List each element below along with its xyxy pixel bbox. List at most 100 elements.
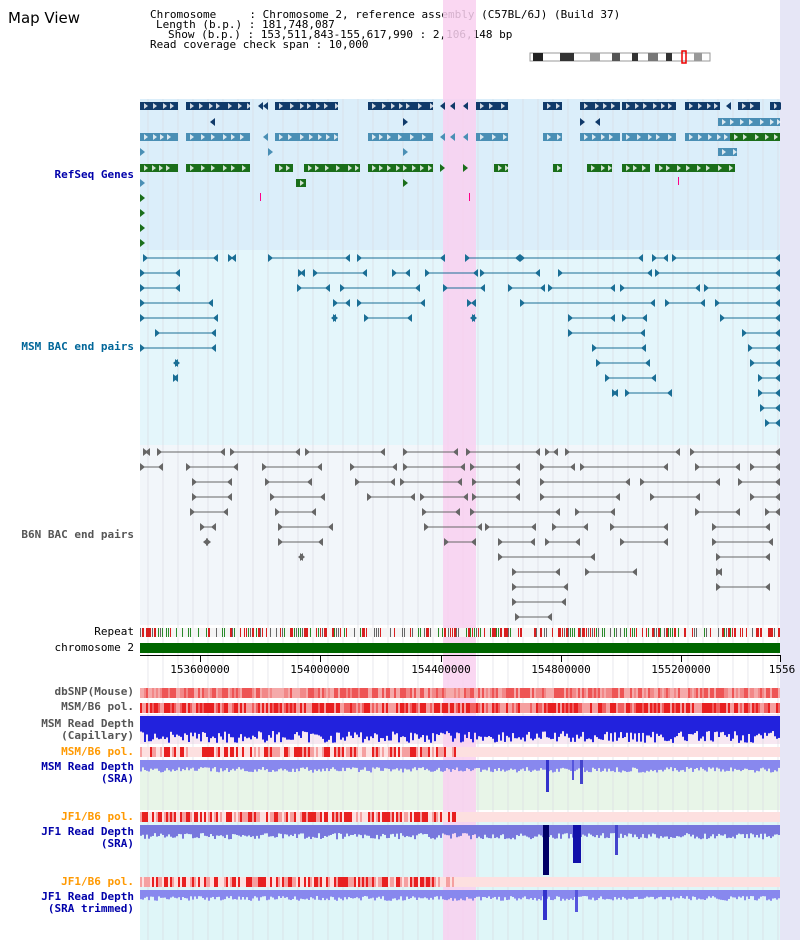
gene-arrow — [463, 102, 468, 110]
heat-cell — [196, 688, 198, 698]
depth-bar — [564, 825, 566, 834]
depth-bar — [340, 825, 342, 834]
depth-bar — [758, 760, 760, 772]
bac-end — [667, 389, 672, 397]
depth-bar — [370, 716, 372, 737]
bac-end — [775, 463, 780, 471]
depth-bar — [326, 760, 328, 769]
coverage-tracks[interactable] — [140, 688, 780, 920]
heat-cell — [512, 747, 514, 757]
chromosome-ideogram[interactable] — [529, 50, 711, 64]
repeat-element — [296, 628, 297, 637]
heat-cell — [256, 812, 258, 822]
depth-bar — [484, 716, 486, 737]
depth-bar — [292, 890, 294, 899]
heat-cell — [686, 703, 688, 713]
heat-cell — [424, 877, 426, 887]
heat-cell — [674, 703, 676, 713]
repeat-element — [620, 628, 621, 637]
heat-cell — [278, 703, 280, 713]
heat-cell — [436, 703, 438, 713]
depth-bar — [152, 760, 154, 770]
repeat-element — [326, 628, 327, 637]
depth-bar — [308, 760, 310, 771]
heat-cell — [570, 703, 572, 713]
repeat-element — [456, 628, 457, 637]
repeat-element — [270, 628, 271, 637]
heat-cell — [228, 747, 230, 757]
depth-bar — [672, 825, 674, 838]
depth-bar — [718, 760, 720, 769]
msm-bac-track[interactable] — [140, 254, 780, 427]
b6n-bac-track[interactable] — [140, 448, 780, 621]
depth-bar — [276, 716, 278, 735]
refseq-genes-track[interactable] — [140, 102, 781, 247]
depth-bar — [180, 890, 182, 901]
depth-bar — [478, 825, 480, 837]
heat-cell — [174, 703, 176, 713]
heat-cell — [186, 877, 188, 887]
depth-bar — [574, 716, 576, 742]
heat-cell — [334, 703, 336, 713]
refseq-label[interactable]: RefSeq Genes — [54, 168, 134, 181]
heat-cell — [190, 877, 192, 887]
heat-cell — [300, 688, 302, 698]
depth-bar — [198, 716, 200, 734]
heat-cell — [754, 877, 756, 887]
gene-arrow — [726, 102, 731, 110]
heat-cell — [210, 747, 212, 757]
depth-bar — [476, 716, 478, 740]
depth-bar — [674, 716, 676, 738]
depth-bar — [352, 890, 354, 899]
bac-end — [520, 299, 525, 307]
heat-cell — [578, 688, 580, 698]
heat-cell — [742, 703, 744, 713]
depth-bar — [380, 716, 382, 739]
heat-cell — [760, 703, 762, 713]
repeat-element — [632, 628, 633, 637]
depth-bar — [504, 825, 506, 840]
depth-bar — [512, 760, 514, 770]
repeat-element — [724, 628, 725, 637]
depth-bar — [756, 890, 758, 901]
depth-bar — [688, 760, 690, 769]
heat-cell — [666, 747, 668, 757]
heat-cell — [356, 703, 358, 713]
depth-bar — [686, 890, 688, 897]
heat-cell — [526, 703, 528, 713]
chromosome-bar[interactable] — [140, 643, 780, 653]
heat-cell — [166, 877, 168, 887]
msm-bac-label[interactable]: MSM BAC end pairs — [21, 340, 134, 353]
heat-cell — [238, 747, 240, 757]
depth-bar — [698, 825, 700, 839]
depth-bar — [430, 825, 432, 839]
heat-cell — [464, 812, 466, 822]
heat-cell — [178, 703, 180, 713]
heat-cell — [198, 747, 200, 757]
heat-cell — [272, 703, 274, 713]
heat-cell — [776, 747, 778, 757]
heat-cell — [150, 688, 152, 698]
heat-cell — [514, 747, 516, 757]
depth-bar — [254, 716, 256, 737]
heat-cell — [536, 877, 538, 887]
heat-cell — [222, 812, 224, 822]
depth-bar — [436, 760, 438, 770]
heat-cell — [332, 688, 334, 698]
depth-bar — [508, 716, 510, 738]
repeat-track[interactable] — [140, 628, 780, 637]
heat-cell — [432, 703, 434, 713]
heat-cell — [722, 877, 724, 887]
depth-bar — [664, 825, 666, 837]
depth-bar — [182, 890, 184, 898]
heat-cell — [350, 747, 352, 757]
heat-cell — [350, 688, 352, 698]
b6n-bac-label[interactable]: B6N BAC end pairs — [21, 528, 134, 541]
repeat-element — [562, 628, 563, 637]
heat-cell — [438, 688, 440, 698]
bac-end — [712, 538, 717, 546]
heat-cell — [660, 877, 662, 887]
heat-cell — [756, 688, 758, 698]
heat-cell — [540, 747, 542, 757]
